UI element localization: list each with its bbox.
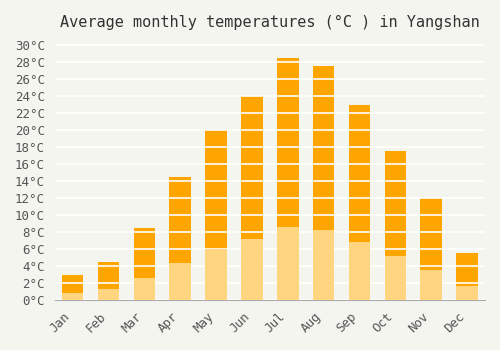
Bar <box>134 279 155 300</box>
Bar <box>420 270 442 300</box>
Bar <box>277 58 298 300</box>
Bar <box>170 177 191 300</box>
Bar <box>170 263 191 300</box>
Bar <box>313 66 334 300</box>
Bar <box>206 249 227 300</box>
Bar <box>62 293 84 300</box>
Bar <box>277 228 298 300</box>
Bar <box>384 256 406 300</box>
Bar <box>456 253 478 300</box>
Bar <box>456 286 478 300</box>
Bar <box>241 239 262 300</box>
Bar <box>348 241 370 300</box>
Bar <box>384 152 406 300</box>
Bar <box>62 275 84 300</box>
Bar <box>134 228 155 300</box>
Bar <box>98 262 120 300</box>
Bar <box>313 230 334 300</box>
Title: Average monthly temperatures (°C ) in Yangshan: Average monthly temperatures (°C ) in Ya… <box>60 15 480 30</box>
Bar <box>206 130 227 300</box>
Bar <box>420 198 442 300</box>
Bar <box>348 105 370 300</box>
Bar <box>98 289 120 300</box>
Bar <box>241 96 262 300</box>
